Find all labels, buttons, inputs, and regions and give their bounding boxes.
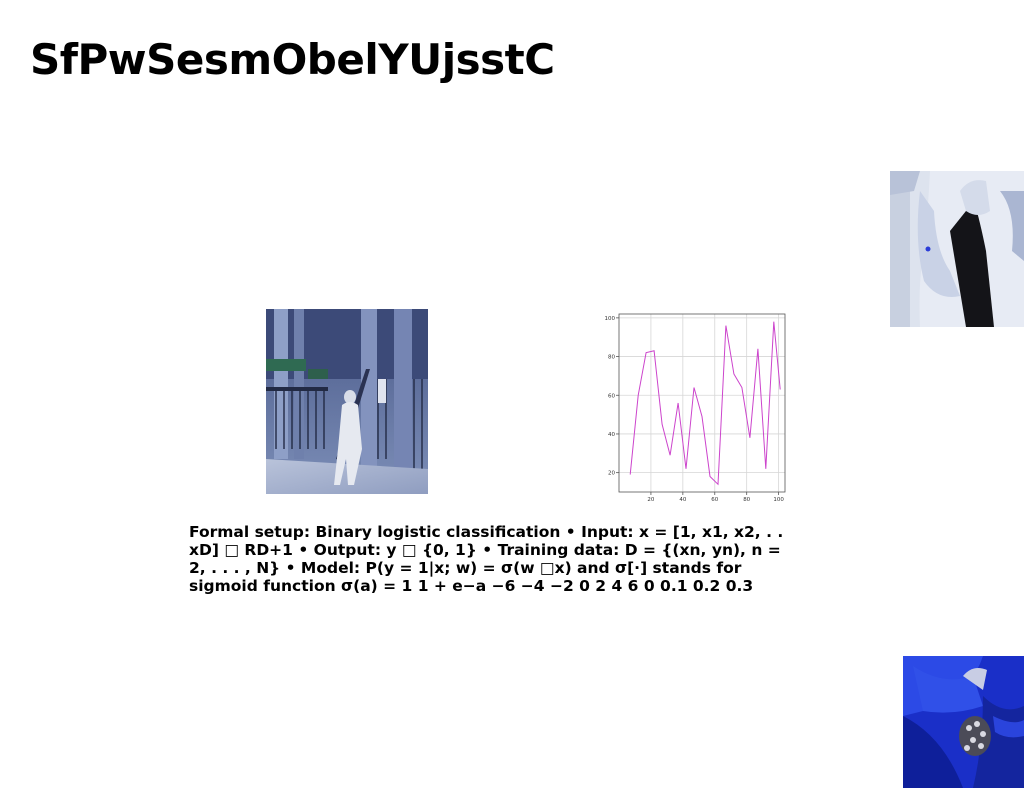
y-tick-label: 20 — [608, 471, 615, 477]
x-tick-label: 20 — [647, 497, 654, 502]
x-tick-label: 80 — [743, 497, 750, 502]
y-tick-label: 80 — [608, 355, 615, 361]
x-tick-label: 40 — [679, 497, 686, 502]
x-tick-label: 60 — [711, 497, 718, 502]
plot-frame — [618, 313, 786, 493]
building-street-photo — [266, 309, 428, 494]
series-line — [629, 321, 781, 486]
fashion-portrait-photo — [890, 171, 1024, 327]
formal-setup-text: Formal setup: Binary logistic classifica… — [189, 523, 784, 595]
line-chart: 20 40 60 80 100 20 40 60 80 100 — [597, 308, 791, 502]
blue-fabric-photo — [903, 656, 1024, 788]
y-tick-label: 40 — [608, 432, 615, 438]
slide-title: SfPwSesmObelYUjsstC — [30, 35, 555, 84]
x-tick-label: 100 — [773, 497, 784, 502]
y-tick-label: 100 — [605, 316, 616, 322]
y-tick-label: 60 — [608, 393, 615, 399]
